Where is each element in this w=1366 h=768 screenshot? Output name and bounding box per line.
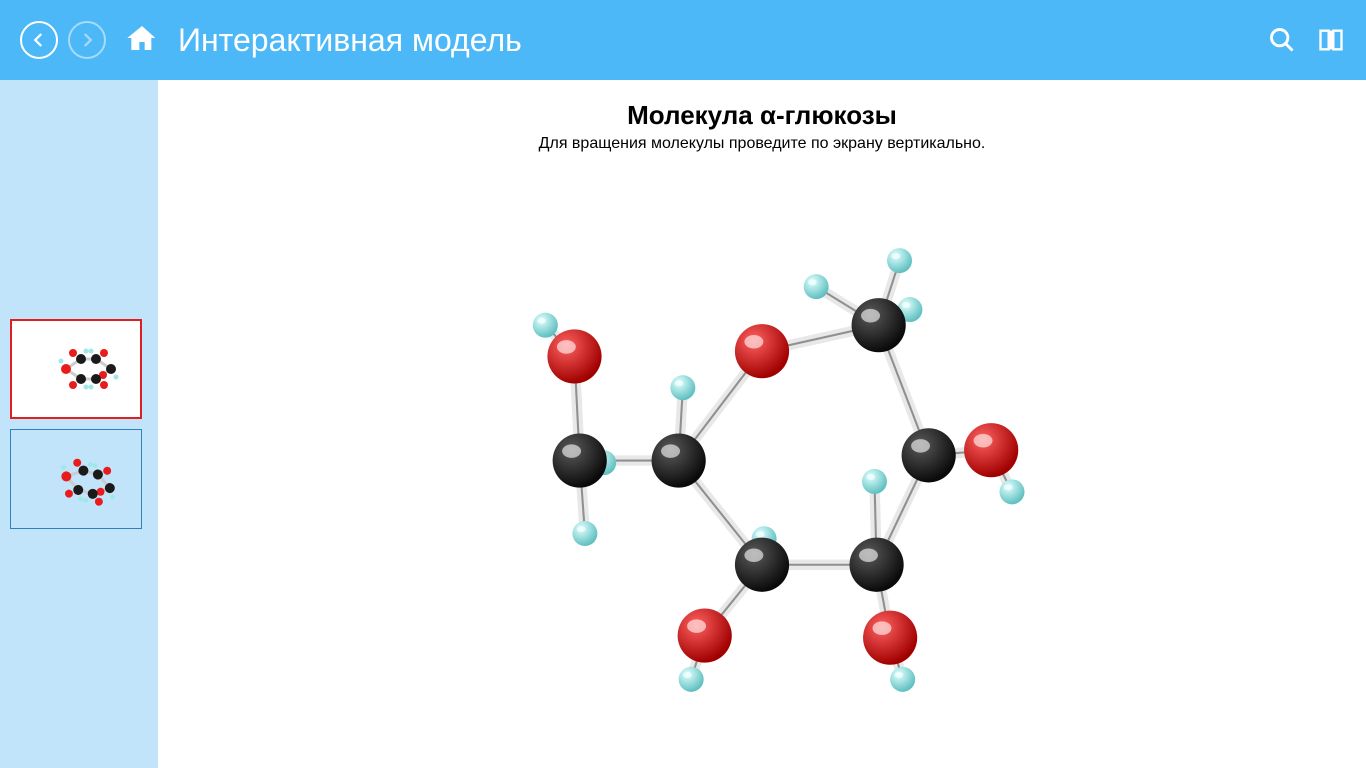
- thumbnail-2[interactable]: [10, 429, 142, 529]
- molecule-subtitle: Для вращения молекулы проведите по экран…: [539, 135, 986, 153]
- arrow-right-icon: [78, 31, 96, 49]
- page-title: Интерактивная модель: [178, 22, 522, 59]
- molecule-title: Молекула α-глюкозы: [627, 100, 897, 131]
- book-icon[interactable]: [1316, 26, 1346, 54]
- molecule-thumb-1-icon: [16, 329, 136, 409]
- app-header: Интерактивная модель: [0, 0, 1366, 80]
- molecule-thumb-2-icon: [10, 429, 142, 529]
- molecule-diagram: [412, 221, 1112, 721]
- content-area: Молекула α-глюкозы Для вращения молекулы…: [0, 80, 1366, 768]
- home-icon: [126, 22, 158, 54]
- forward-button[interactable]: [68, 21, 106, 59]
- molecule-viewport[interactable]: [178, 193, 1346, 748]
- search-icon[interactable]: [1268, 26, 1296, 54]
- home-button[interactable]: [126, 22, 158, 59]
- arrow-left-icon: [30, 31, 48, 49]
- back-button[interactable]: [20, 21, 58, 59]
- thumbnail-1[interactable]: [10, 319, 142, 419]
- header-actions: [1268, 26, 1346, 54]
- thumbnail-sidebar: [0, 80, 158, 768]
- main-panel: Молекула α-глюкозы Для вращения молекулы…: [158, 80, 1366, 768]
